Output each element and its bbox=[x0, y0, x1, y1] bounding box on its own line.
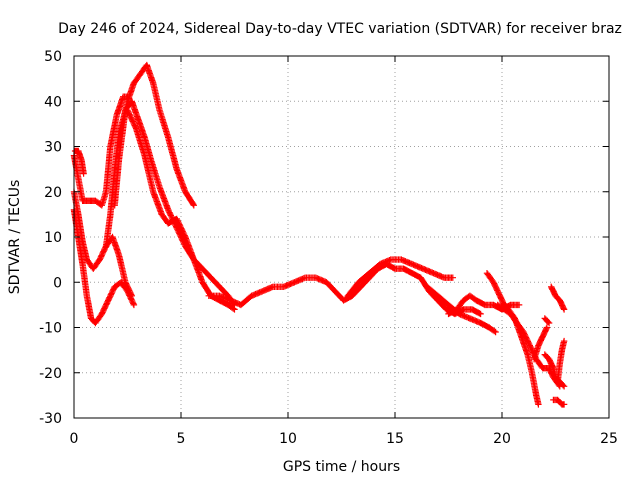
x-tick-label: 5 bbox=[177, 431, 186, 447]
data-point-markers bbox=[530, 324, 551, 363]
series-track-5 bbox=[102, 61, 197, 250]
data-point-markers bbox=[548, 283, 568, 313]
data-point-markers bbox=[102, 61, 197, 250]
series-track-17 bbox=[548, 283, 568, 313]
series-track-19 bbox=[550, 396, 568, 408]
data-layer bbox=[70, 61, 568, 408]
series-track-9 bbox=[344, 256, 456, 299]
data-point-markers bbox=[71, 147, 87, 177]
data-point-markers bbox=[111, 98, 238, 309]
y-tick-label: -10 bbox=[39, 321, 62, 337]
y-tick-label: -30 bbox=[39, 411, 62, 427]
series-track-12 bbox=[483, 270, 542, 408]
series-track-8 bbox=[205, 260, 484, 318]
y-tick-label: 10 bbox=[44, 230, 62, 246]
x-axis-title: GPS time / hours bbox=[283, 459, 400, 475]
x-tick-label: 0 bbox=[70, 431, 79, 447]
series-track-6 bbox=[111, 98, 238, 309]
data-point-markers bbox=[205, 260, 484, 318]
x-tick-label: 20 bbox=[493, 431, 511, 447]
series-track-14 bbox=[530, 324, 551, 363]
ticks: 0 5 10 15 20 25 -30 -20 -10 0 10 20 30 40 50 bbox=[39, 49, 618, 447]
data-point-markers bbox=[554, 337, 568, 385]
y-axis-title: SDTVAR / TECUs bbox=[7, 180, 23, 295]
series-track-4 bbox=[71, 147, 87, 177]
x-tick-label: 25 bbox=[600, 431, 618, 447]
y-tick-label: 0 bbox=[53, 275, 62, 291]
y-tick-label: -20 bbox=[39, 366, 62, 382]
data-point-markers bbox=[483, 270, 542, 408]
data-point-markers bbox=[344, 256, 456, 299]
series-track-18 bbox=[541, 315, 553, 327]
x-tick-label: 10 bbox=[279, 431, 297, 447]
series-track-7 bbox=[124, 107, 238, 313]
x-tick-label: 15 bbox=[386, 431, 404, 447]
data-point-markers bbox=[124, 107, 238, 313]
y-tick-label: 50 bbox=[44, 49, 62, 65]
series-track-16 bbox=[554, 337, 568, 385]
y-tick-label: 40 bbox=[44, 94, 62, 110]
y-tick-label: 30 bbox=[44, 140, 62, 156]
chart-title: Day 246 of 2024, Sidereal Day-to-day VTE… bbox=[58, 21, 622, 37]
data-point-markers bbox=[541, 315, 553, 327]
y-tick-label: 20 bbox=[44, 185, 62, 201]
data-point-markers bbox=[550, 396, 568, 408]
